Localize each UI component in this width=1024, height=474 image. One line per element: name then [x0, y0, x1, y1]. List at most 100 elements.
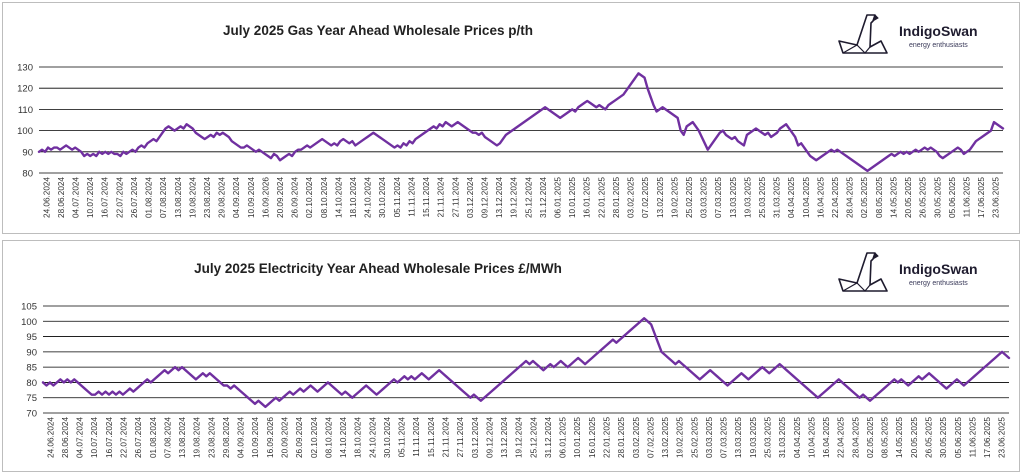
- electricity-x-tick-label: 16.07.2024: [105, 417, 114, 458]
- swan-icon: [838, 252, 888, 292]
- brand-name: IndigoSwan: [899, 261, 978, 277]
- gas-chart-title: July 2025 Gas Year Ahead Wholesale Price…: [223, 23, 533, 38]
- gas-x-tick-label: 10.04.2025: [802, 177, 811, 218]
- electricity-y-tick-label: 105: [21, 302, 37, 313]
- electricity-x-tick-label: 16.09.2026: [266, 417, 275, 458]
- gas-x-tick-label: 19.08.2024: [188, 177, 197, 218]
- gas-x-tick-label: 03.02.2025: [627, 177, 636, 218]
- electricity-x-tick-label: 26.09.2024: [295, 417, 304, 458]
- electricity-x-tick-label: 22.04.2025: [837, 417, 846, 458]
- gas-x-tick-label: 01.08.2024: [145, 177, 154, 218]
- gas-chart-panel: July 2025 Gas Year Ahead Wholesale Price…: [2, 2, 1020, 234]
- electricity-y-tick-label: 75: [26, 393, 37, 404]
- electricity-x-tick-label: 31.12.2024: [544, 417, 553, 458]
- gas-y-tick-label: 130: [17, 63, 33, 74]
- gas-x-tick-label: 29.08.2024: [218, 177, 227, 218]
- gas-x-tick-label: 07.08.2024: [159, 177, 168, 218]
- gas-x-tick-label: 23.06.2025: [992, 177, 1001, 218]
- electricity-x-tick-label: 30.10.2024: [383, 417, 392, 458]
- gas-x-tick-label: 28.04.2025: [846, 177, 855, 218]
- electricity-x-tick-label: 28.01.2025: [617, 417, 626, 458]
- electricity-x-tick-label: 18.10.2024: [354, 417, 363, 458]
- gas-x-tick-label: 22.01.2025: [597, 177, 606, 218]
- electricity-x-tick-label: 09.12.2024: [485, 417, 494, 458]
- electricity-x-tick-label: 08.10.2024: [324, 417, 333, 458]
- electricity-x-tick-label: 05.11.2024: [398, 417, 407, 458]
- gas-x-tick-label: 25.03.2025: [758, 177, 767, 218]
- electricity-x-tick-label: 14.05.2025: [895, 417, 904, 458]
- gas-x-tick-label: 14.10.2024: [334, 177, 343, 218]
- gas-x-tick-label: 13.02.2025: [656, 177, 665, 218]
- gas-x-tick-label: 09.12.2024: [480, 177, 489, 218]
- gas-x-tick-label: 16.04.2025: [816, 177, 825, 218]
- electricity-x-tick-label: 16.04.2025: [822, 417, 831, 458]
- brand-logo: IndigoSwan energy enthusiasts: [837, 249, 987, 299]
- gas-x-tick-label: 28.01.2025: [612, 177, 621, 218]
- electricity-x-tick-label: 16.01.2025: [588, 417, 597, 458]
- gas-y-tick-label: 80: [22, 169, 33, 180]
- electricity-x-tick-label: 19.02.2025: [676, 417, 685, 458]
- electricity-x-tick-label: 25.03.2025: [764, 417, 773, 458]
- electricity-y-tick-label: 100: [21, 317, 37, 328]
- electricity-x-tick-label: 02.10.2024: [310, 417, 319, 458]
- gas-x-tick-label: 13.03.2025: [729, 177, 738, 218]
- electricity-x-tick-label: 08.05.2025: [881, 417, 890, 458]
- gas-y-tick-label: 120: [17, 84, 33, 95]
- gas-y-tick-label: 100: [17, 126, 33, 137]
- gas-x-tick-label: 04.04.2025: [787, 177, 796, 218]
- gas-x-tick-label: 04.07.2024: [72, 177, 81, 218]
- electricity-y-tick-label: 70: [26, 409, 37, 420]
- gas-x-tick-label: 24.06.2024: [42, 177, 51, 218]
- gas-x-tick-label: 25.12.2024: [524, 177, 533, 218]
- electricity-x-tick-label: 24.10.2024: [368, 417, 377, 458]
- electricity-chart-title: July 2025 Electricity Year Ahead Wholesa…: [194, 261, 562, 276]
- electricity-x-tick-label: 31.03.2025: [778, 417, 787, 458]
- gas-x-tick-label: 13.12.2024: [495, 177, 504, 218]
- gas-series-line: [37, 72, 1005, 173]
- gas-y-tick-label: 90: [22, 147, 33, 158]
- electricity-x-tick-label: 23.06.2025: [998, 417, 1007, 458]
- gas-x-tick-label: 03.12.2024: [466, 177, 475, 218]
- gas-x-tick-label: 26.05.2025: [919, 177, 928, 218]
- electricity-x-tick-label: 26.05.2025: [925, 417, 934, 458]
- gas-x-tick-label: 02.05.2025: [860, 177, 869, 218]
- brand-logo: IndigoSwan energy enthusiasts: [837, 11, 987, 61]
- electricity-x-tick-label: 03.02.2025: [632, 417, 641, 458]
- gas-x-tick-label: 19.03.2025: [743, 177, 752, 218]
- electricity-x-tick-label: 28.04.2025: [851, 417, 860, 458]
- electricity-x-tick-label: 29.08.2024: [222, 417, 231, 458]
- gas-x-tick-label: 22.07.2024: [115, 177, 124, 218]
- gas-x-tick-label: 03.03.2025: [700, 177, 709, 218]
- gas-x-tick-label: 24.10.2024: [364, 177, 373, 218]
- electricity-y-tick-label: 90: [26, 347, 37, 358]
- electricity-x-tick-label: 22.07.2024: [120, 417, 129, 458]
- electricity-x-tick-label: 19.03.2025: [749, 417, 758, 458]
- gas-x-tick-label: 31.12.2024: [539, 177, 548, 218]
- gas-x-tick-label: 10.01.2025: [568, 177, 577, 218]
- electricity-x-tick-label: 28.06.2024: [61, 417, 70, 458]
- gas-x-tick-label: 18.10.2024: [349, 177, 358, 218]
- brand-name: IndigoSwan: [899, 23, 978, 39]
- gas-x-tick-label: 31.03.2025: [773, 177, 782, 218]
- electricity-x-tick-label: 03.03.2025: [705, 417, 714, 458]
- gas-x-tick-label: 13.08.2024: [174, 177, 183, 218]
- gas-x-tick-label: 25.02.2025: [685, 177, 694, 218]
- gas-x-tick-label: 02.10.2024: [305, 177, 314, 218]
- gas-x-tick-label: 05.06.2025: [948, 177, 957, 218]
- electricity-y-tick-label: 80: [26, 378, 37, 389]
- electricity-x-tick-label: 01.08.2024: [149, 417, 158, 458]
- gas-x-tick-label: 04.09.2024: [232, 177, 241, 218]
- gas-x-tick-label: 15.11.2024: [422, 177, 431, 218]
- electricity-line-chart: 70 75 80 85 90 95 100 105 24.06.2024 28.06.2024 04…: [21, 302, 1011, 458]
- electricity-x-tick-label: 13.02.2025: [661, 417, 670, 458]
- electricity-x-tick-label: 07.08.2024: [163, 417, 172, 458]
- gas-x-tick-label: 30.10.2024: [378, 177, 387, 218]
- gas-x-tick-label: 07.02.2025: [641, 177, 650, 218]
- gas-x-tick-label: 19.12.2024: [510, 177, 519, 218]
- electricity-x-tick-label: 27.11.2024: [456, 417, 465, 458]
- gas-x-tick-label: 05.11.2024: [393, 177, 402, 218]
- gas-x-tick-label: 26.07.2024: [130, 177, 139, 218]
- electricity-x-tick-label: 26.07.2024: [134, 417, 143, 458]
- gas-x-tick-label: 11.06.2025: [962, 177, 971, 218]
- electricity-x-tick-label: 10.07.2024: [90, 417, 99, 458]
